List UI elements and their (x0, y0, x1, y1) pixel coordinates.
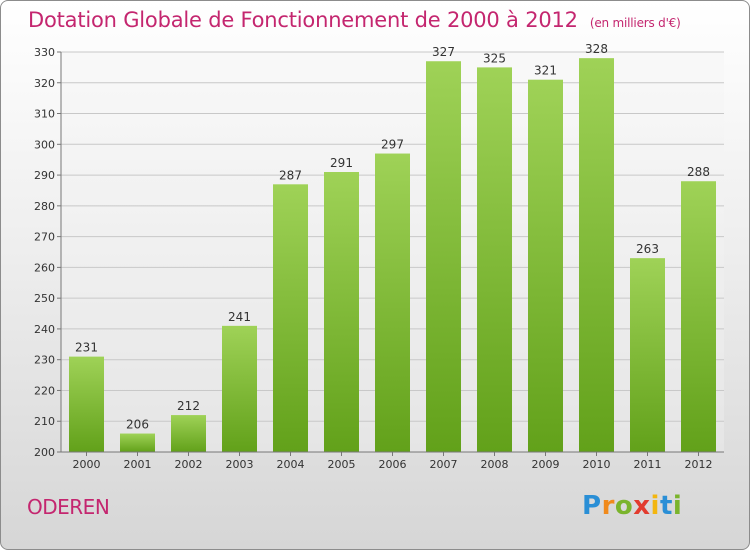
bar (528, 79, 563, 452)
bar (273, 184, 308, 453)
bar (630, 258, 665, 452)
proxiti-logo: Proxiti (582, 491, 682, 521)
y-tick-label: 300 (34, 138, 55, 151)
bar (681, 181, 716, 452)
data-label: 287 (279, 168, 302, 182)
data-label: 297 (381, 138, 404, 152)
bars: 231 206 212 241 287 291 297 327 325 321 328 263 288 (69, 42, 716, 453)
y-tick-label: 210 (34, 415, 55, 428)
logo-letter: i (672, 491, 683, 521)
x-tick-label: 2005 (328, 458, 356, 471)
y-tick-label: 320 (34, 77, 55, 90)
x-tick-label: 2010 (583, 458, 611, 471)
bar (69, 356, 104, 452)
data-label: 288 (687, 165, 710, 179)
x-tick-label: 2006 (379, 458, 407, 471)
bar (426, 61, 461, 452)
y-tick-label: 270 (34, 231, 55, 244)
x-tick-label: 2008 (481, 458, 509, 471)
x-tick-label: 2007 (430, 458, 458, 471)
data-label: 328 (585, 42, 608, 56)
logo-letter: P (582, 491, 602, 521)
x-tick-label: 2004 (277, 458, 305, 471)
bar (579, 58, 614, 453)
data-label: 321 (534, 64, 557, 78)
bar (120, 433, 155, 452)
y-tick-label: 240 (34, 323, 55, 336)
bar (477, 67, 512, 452)
data-label: 206 (126, 418, 149, 432)
x-tick-label: 2009 (532, 458, 560, 471)
x-tick-label: 2002 (175, 458, 203, 471)
x-tick-label: 2011 (634, 458, 662, 471)
data-label: 212 (177, 399, 200, 413)
x-tick-label: 2001 (124, 458, 152, 471)
axes: 200 210 220 230 240 250 260 270 280 290 300 310 320 3… (34, 46, 724, 471)
logo-letter: o (614, 491, 634, 521)
bar (324, 172, 359, 452)
bar (222, 325, 257, 452)
commune-name: ODEREN (27, 495, 110, 519)
data-label: 231 (75, 341, 98, 355)
logo-letter: t (659, 491, 673, 521)
data-label: 327 (432, 45, 455, 59)
x-tick-label: 2000 (73, 458, 101, 471)
chart-subtitle: (en milliers d'€) (589, 16, 681, 30)
data-label: 291 (330, 156, 353, 170)
y-tick-label: 220 (34, 384, 55, 397)
y-tick-label: 330 (34, 46, 55, 59)
chart-title: Dotation Globale de Fonctionnement de 20… (28, 8, 681, 32)
data-label: 241 (228, 310, 251, 324)
bar (171, 415, 206, 452)
chart-title-text: Dotation Globale de Fonctionnement de 20… (28, 8, 578, 32)
y-tick-label: 280 (34, 200, 55, 213)
logo-letter: i (650, 491, 660, 521)
logo-letter: x (633, 491, 651, 521)
y-tick-label: 310 (34, 108, 55, 121)
logo-letter: r (601, 491, 615, 521)
data-label: 325 (483, 51, 506, 65)
y-tick-label: 230 (34, 354, 55, 367)
y-tick-label: 200 (34, 446, 55, 459)
y-tick-label: 260 (34, 261, 55, 274)
x-tick-label: 2012 (685, 458, 713, 471)
bar (375, 153, 410, 453)
x-tick-label: 2003 (226, 458, 254, 471)
y-tick-label: 250 (34, 292, 55, 305)
y-tick-label: 290 (34, 169, 55, 182)
data-label: 263 (636, 242, 659, 256)
